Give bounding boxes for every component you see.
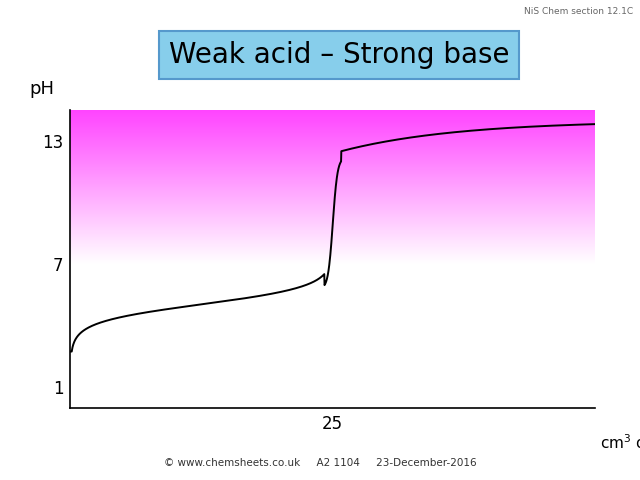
Text: © www.chemsheets.co.uk     A2 1104     23-December-2016: © www.chemsheets.co.uk A2 1104 23-Decemb… (164, 458, 476, 468)
Text: Weak acid – Strong base: Weak acid – Strong base (169, 41, 509, 69)
Text: pH: pH (29, 81, 54, 98)
Text: NiS Chem section 12.1C: NiS Chem section 12.1C (524, 7, 634, 16)
Text: cm$^3$ of base: cm$^3$ of base (600, 433, 640, 452)
